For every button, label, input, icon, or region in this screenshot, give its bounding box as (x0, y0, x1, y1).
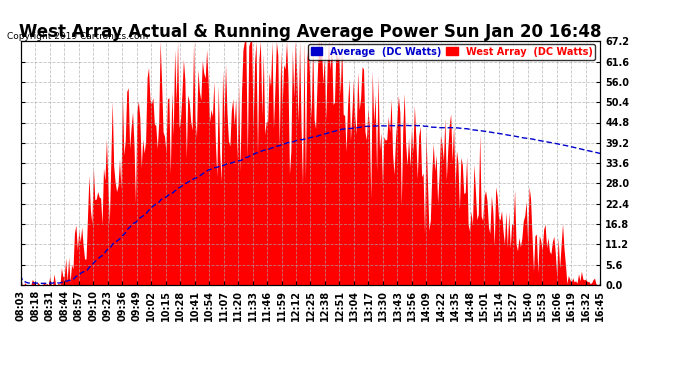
Title: West Array Actual & Running Average Power Sun Jan 20 16:48: West Array Actual & Running Average Powe… (19, 23, 602, 41)
Text: Copyright 2019 Cartronics.com: Copyright 2019 Cartronics.com (7, 32, 148, 41)
Legend: Average  (DC Watts), West Array  (DC Watts): Average (DC Watts), West Array (DC Watts… (308, 44, 595, 60)
